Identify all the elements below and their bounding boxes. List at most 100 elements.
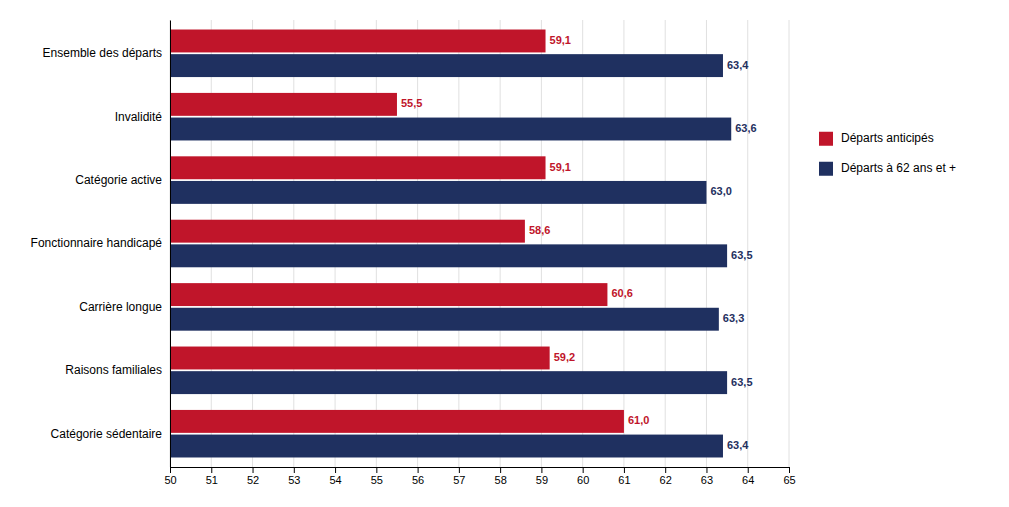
tick-label: Raisons familiales bbox=[65, 363, 162, 377]
data-label: 60,6 bbox=[611, 287, 632, 299]
tick-mark bbox=[459, 467, 460, 473]
bar bbox=[170, 181, 706, 204]
grid-line bbox=[623, 20, 624, 467]
tick-mark bbox=[500, 467, 501, 473]
tick-label: 55 bbox=[371, 474, 383, 486]
legend-swatch bbox=[819, 162, 833, 176]
plot: 61,059,260,658,659,155,559,163,463,563,3… bbox=[31, 20, 957, 486]
tick: 50 bbox=[164, 467, 176, 486]
tick-label: 52 bbox=[247, 474, 259, 486]
grid-line bbox=[541, 20, 542, 467]
grid-line bbox=[747, 20, 748, 467]
tick: Raisons familiales bbox=[65, 363, 170, 377]
tick-label: 61 bbox=[618, 474, 630, 486]
tick-mark bbox=[665, 467, 666, 473]
bars bbox=[170, 30, 731, 458]
tick: Invalidité bbox=[115, 110, 170, 124]
grid bbox=[170, 20, 789, 467]
tick-label: Catégorie active bbox=[75, 173, 162, 187]
legend-label: Départs anticipés bbox=[841, 131, 934, 145]
tick-label: 63 bbox=[701, 474, 713, 486]
legend-item: Départs à 62 ans et + bbox=[819, 161, 956, 176]
axis-line bbox=[171, 468, 790, 474]
data-label: 63,5 bbox=[731, 249, 752, 261]
grid-line bbox=[211, 20, 212, 467]
tick: 56 bbox=[412, 467, 424, 486]
tick: 53 bbox=[288, 467, 300, 486]
tick-label: 62 bbox=[660, 474, 672, 486]
tick-label: 51 bbox=[206, 474, 218, 486]
bar bbox=[170, 435, 723, 458]
data-label: 59,2 bbox=[554, 351, 575, 363]
legend-item: Départs anticipés bbox=[819, 131, 934, 146]
bar bbox=[170, 244, 727, 267]
tick-label: 56 bbox=[412, 474, 424, 486]
tick-mark bbox=[624, 467, 625, 473]
tick-label: 64 bbox=[742, 474, 754, 486]
grid-line bbox=[500, 20, 501, 467]
bar bbox=[170, 308, 719, 331]
tick: 65 bbox=[783, 467, 795, 486]
bar bbox=[170, 118, 731, 141]
tick-label: 60 bbox=[577, 474, 589, 486]
tick: 61 bbox=[618, 467, 630, 486]
tick-label: Carrière longue bbox=[79, 300, 162, 314]
tick: 55 bbox=[371, 467, 383, 486]
tick-label: 50 bbox=[164, 474, 176, 486]
bar bbox=[170, 30, 546, 53]
tick: 62 bbox=[660, 467, 672, 486]
tick: 54 bbox=[329, 467, 341, 486]
tick: Fonctionnaire handicapé bbox=[31, 236, 170, 250]
bar bbox=[170, 371, 727, 394]
bar bbox=[170, 410, 624, 433]
chart: 61,059,260,658,659,155,559,163,463,563,3… bbox=[0, 0, 1009, 507]
tick-mark bbox=[376, 467, 377, 473]
bar bbox=[170, 93, 397, 116]
data-label: 63,5 bbox=[731, 376, 752, 388]
tick-mark bbox=[335, 467, 336, 473]
tick: 51 bbox=[206, 467, 218, 486]
tick: Ensemble des départs bbox=[43, 46, 170, 60]
bar bbox=[170, 283, 607, 306]
tick: 57 bbox=[453, 467, 465, 486]
tick-mark bbox=[418, 467, 419, 473]
tick-mark bbox=[294, 467, 295, 473]
legend-label: Départs à 62 ans et + bbox=[841, 161, 956, 175]
legend: Départs anticipés Départs à 62 ans et + bbox=[819, 131, 956, 176]
tick: 59 bbox=[536, 467, 548, 486]
tick-mark bbox=[170, 467, 171, 473]
data-label: 59,1 bbox=[550, 161, 571, 173]
tick-mark bbox=[706, 467, 707, 473]
tick: 52 bbox=[247, 467, 259, 486]
tick-label: 65 bbox=[783, 474, 795, 486]
grid-line bbox=[170, 20, 171, 467]
grid-line bbox=[789, 20, 790, 467]
tick-mark bbox=[789, 467, 790, 473]
tick-label: Catégorie sédentaire bbox=[51, 427, 163, 441]
tick: Catégorie sédentaire bbox=[51, 427, 170, 441]
data-labels: 61,059,260,658,659,155,559,163,463,563,3… bbox=[401, 34, 757, 451]
grid-line bbox=[252, 20, 253, 467]
grid-line bbox=[665, 20, 666, 467]
bar bbox=[170, 156, 546, 179]
data-label: 55,5 bbox=[401, 97, 422, 109]
data-label: 63,4 bbox=[727, 439, 749, 451]
tick: 58 bbox=[495, 467, 507, 486]
tick: 60 bbox=[577, 467, 589, 486]
data-label: 59,1 bbox=[550, 34, 571, 46]
tick-label: Fonctionnaire handicapé bbox=[31, 236, 163, 250]
grid-line bbox=[335, 20, 336, 467]
grid-line bbox=[293, 20, 294, 467]
data-label: 58,6 bbox=[529, 224, 550, 236]
tick-label: 53 bbox=[288, 474, 300, 486]
data-label: 63,3 bbox=[723, 312, 744, 324]
tick: 63 bbox=[701, 467, 713, 486]
data-label: 63,4 bbox=[727, 59, 749, 71]
tick-label: Ensemble des départs bbox=[43, 46, 162, 60]
tick: Catégorie active bbox=[75, 173, 170, 187]
category-axis: Ensemble des départs Invalidité Catégorie … bbox=[31, 21, 171, 468]
tick-mark bbox=[748, 467, 749, 473]
grid-line bbox=[417, 20, 418, 467]
legend-swatch bbox=[819, 132, 833, 146]
tick-mark bbox=[541, 467, 542, 473]
